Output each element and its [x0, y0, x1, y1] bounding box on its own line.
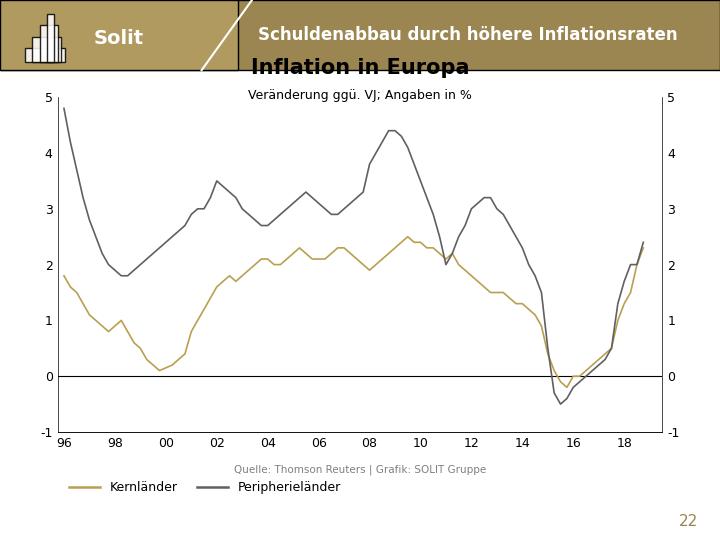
FancyBboxPatch shape [0, 0, 238, 70]
Text: Inflation in Europa: Inflation in Europa [251, 58, 469, 78]
FancyBboxPatch shape [25, 48, 65, 62]
Legend: Kernländer, Peripherieländer: Kernländer, Peripherieländer [64, 476, 346, 500]
FancyBboxPatch shape [32, 37, 61, 62]
Text: Veränderung ggü. VJ; Angaben in %: Veränderung ggü. VJ; Angaben in % [248, 89, 472, 102]
FancyBboxPatch shape [0, 0, 720, 70]
Text: Solit: Solit [94, 29, 144, 48]
Text: Schuldenabbau durch höhere Inflationsraten: Schuldenabbau durch höhere Inflationsrat… [258, 26, 678, 44]
Text: Quelle: Thomson Reuters | Grafik: SOLIT Gruppe: Quelle: Thomson Reuters | Grafik: SOLIT … [234, 464, 486, 475]
FancyBboxPatch shape [40, 25, 58, 62]
Text: 22: 22 [679, 514, 698, 529]
FancyBboxPatch shape [47, 14, 54, 62]
